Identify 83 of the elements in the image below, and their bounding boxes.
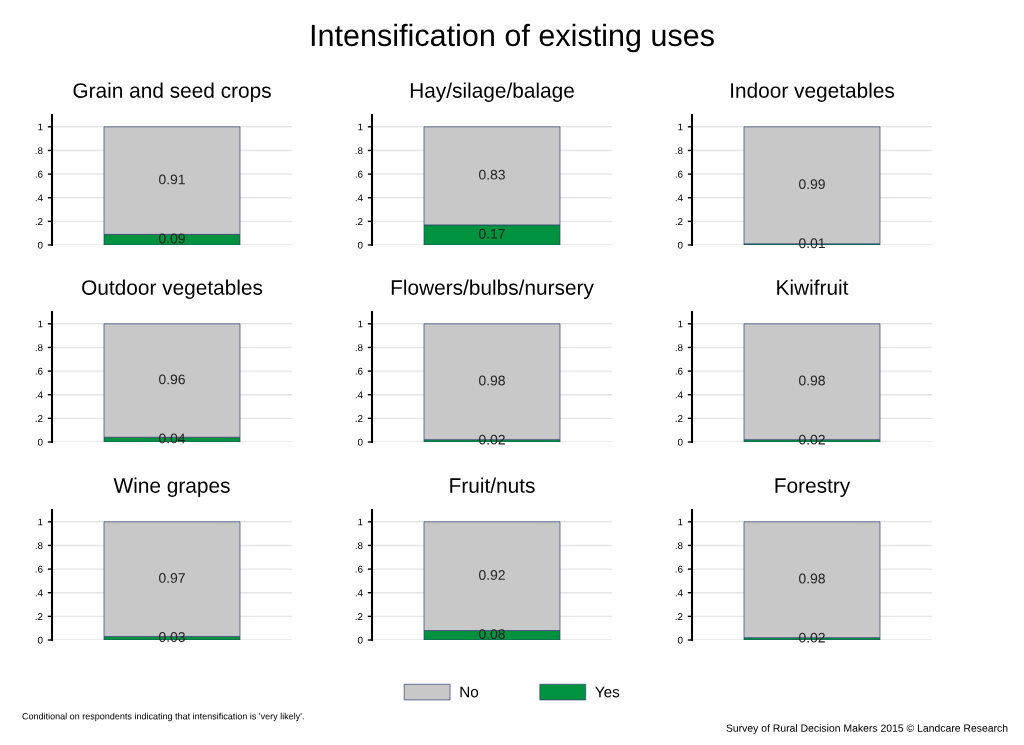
chart-title: Indoor vegetables (731, 82, 895, 102)
data-label: 0.98 (799, 573, 825, 584)
y-tick-label: .6 (355, 367, 363, 375)
data-label: 0.92 (479, 570, 505, 580)
chart-title: Kiwifruit (777, 279, 849, 295)
y-tick-label: .2 (355, 415, 363, 422)
y-tick-label: .6 (35, 170, 43, 178)
y-tick-label: 1 (678, 320, 683, 328)
y-tick-label: .6 (35, 565, 43, 573)
text: Conditional on respondents indicating that intensification is 'very likely'. (22, 712, 304, 722)
y-tick-label: 1 (38, 123, 43, 131)
data-label: 0.98 (479, 375, 505, 386)
y-tick-label: .4 (355, 391, 363, 399)
y-tick-label: 0 (37, 636, 43, 644)
y-tick-label: .8 (355, 344, 363, 352)
y-tick-label: 0 (357, 438, 363, 446)
y-tick-label: .4 (675, 391, 683, 399)
data-label: 0.83 (479, 169, 505, 180)
chart-title: Flowers/bulbs/nursery (391, 279, 594, 299)
legend-label: No (460, 686, 479, 698)
chart-title: Wine grapes (113, 477, 230, 497)
y-tick-label: 0 (37, 438, 43, 446)
y-tick-label: 1 (358, 518, 363, 526)
chart-title: Forestry (775, 478, 851, 497)
data-label: 0.02 (799, 434, 825, 445)
y-tick-label: .2 (675, 415, 683, 422)
y-tick-label: .2 (35, 218, 43, 225)
y-tick-label: .8 (355, 542, 363, 550)
y-tick-label: .6 (675, 170, 683, 178)
y-tick-label: 1 (358, 320, 363, 328)
y-tick-label: .6 (355, 170, 363, 178)
data-label: 0.97 (159, 573, 185, 583)
y-tick-label: .4 (35, 391, 43, 399)
y-tick-label: .8 (675, 147, 683, 155)
y-tick-label: .8 (675, 344, 683, 352)
data-label: 0.09 (159, 233, 185, 244)
y-tick-label: .6 (675, 565, 683, 573)
chart-title: Outdoor vegetables (82, 279, 263, 299)
y-tick-label: .2 (675, 613, 683, 620)
y-tick-label: .4 (675, 589, 683, 597)
y-tick-label: 1 (38, 320, 43, 328)
y-tick-label: 0 (357, 241, 363, 249)
y-tick-label: 0 (37, 241, 43, 249)
text: Survey of Rural Decision Makers 2015 © Landcare Research (726, 724, 1008, 734)
y-tick-label: .4 (35, 589, 43, 597)
y-tick-label: 1 (358, 123, 363, 131)
y-tick-label: .8 (35, 344, 43, 352)
data-label: 0.91 (159, 174, 185, 185)
y-tick-label: .4 (35, 194, 43, 202)
legend-label: Yes (595, 686, 620, 698)
y-tick-label: .2 (35, 415, 43, 422)
y-tick-label: .8 (35, 147, 43, 155)
y-tick-label: .4 (675, 194, 683, 202)
y-tick-label: 1 (678, 518, 683, 526)
chart-title: Grain and seed crops (73, 82, 271, 102)
data-label: 0.17 (479, 228, 505, 239)
y-tick-label: 0 (357, 636, 363, 644)
data-label: 0.99 (799, 179, 825, 190)
y-tick-label: .6 (35, 367, 43, 375)
y-tick-label: .4 (355, 589, 363, 597)
y-tick-label: .6 (675, 367, 683, 375)
y-tick-label: .2 (675, 218, 683, 225)
y-tick-label: 1 (38, 518, 43, 526)
y-tick-label: .8 (35, 542, 43, 550)
y-tick-label: 0 (677, 438, 683, 446)
y-tick-label: .4 (355, 194, 363, 202)
data-label: 0.08 (479, 629, 505, 639)
chart-title: Fruit/nuts (450, 477, 535, 493)
data-label: 0.98 (799, 375, 825, 386)
data-label: 0.02 (479, 434, 505, 445)
y-tick-label: 1 (678, 123, 683, 131)
chart-title: Hay/silage/balage (410, 82, 574, 102)
y-tick-label: 0 (677, 241, 683, 249)
y-tick-label: .6 (355, 565, 363, 573)
y-tick-label: .2 (355, 218, 363, 225)
y-tick-label: .2 (35, 613, 43, 620)
y-tick-label: .8 (675, 542, 683, 550)
y-tick-label: .8 (355, 147, 363, 155)
text: Intensification of existing uses (311, 23, 714, 53)
data-label: 0.96 (159, 374, 185, 385)
y-tick-label: 0 (677, 636, 683, 644)
data-label: 0.02 (799, 632, 825, 643)
y-tick-label: .2 (355, 613, 363, 620)
